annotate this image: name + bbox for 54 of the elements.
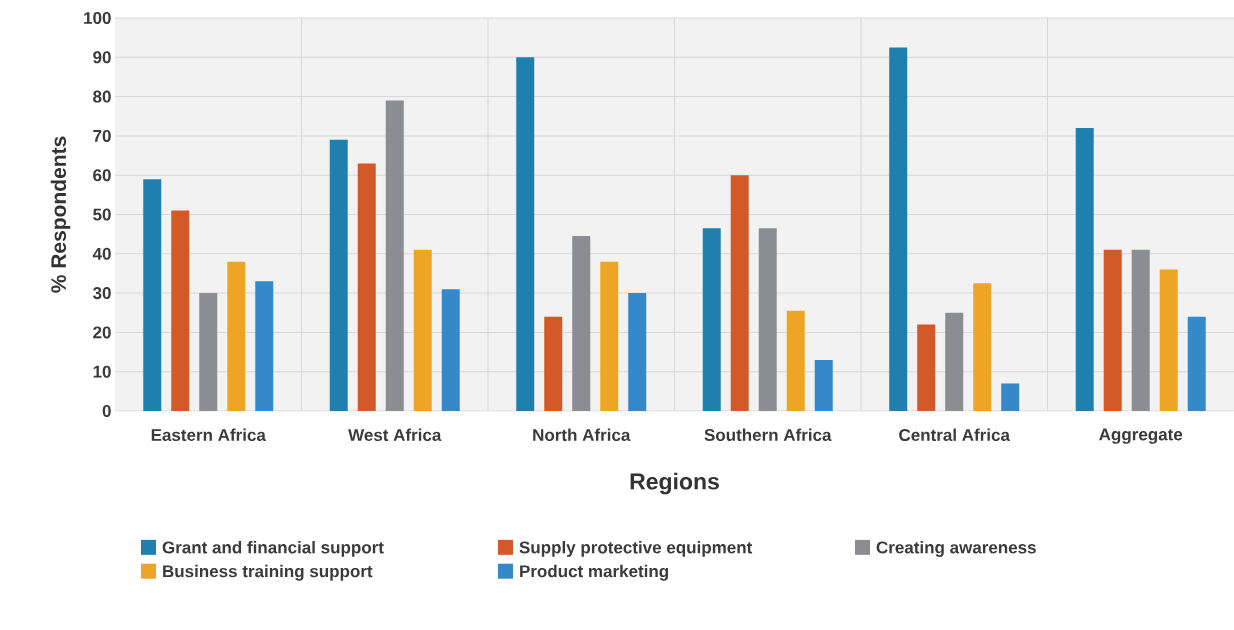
bar — [1159, 269, 1178, 411]
y-tick-label: 30 — [92, 287, 111, 300]
bar — [973, 283, 992, 411]
bar — [413, 249, 432, 411]
bar — [385, 100, 404, 411]
y-tick-label: 40 — [92, 247, 111, 260]
bar — [600, 261, 619, 411]
y-tick-label: 20 — [93, 326, 111, 339]
bar — [1103, 249, 1122, 411]
x-tick-label: Central Africa — [899, 428, 1011, 442]
bar — [1001, 383, 1020, 411]
bar — [889, 47, 908, 411]
bar — [1131, 249, 1150, 411]
y-tick-label: 0 — [102, 404, 111, 418]
bar — [917, 324, 936, 411]
y-tick-label: 80 — [93, 90, 111, 103]
y-tick-label: 50 — [93, 208, 111, 221]
bar — [329, 139, 348, 411]
bar — [1187, 316, 1206, 411]
legend-label: Supply protective equipment — [519, 540, 753, 557]
y-tick-label: 10 — [93, 365, 111, 378]
bar — [758, 228, 777, 411]
bar — [1075, 128, 1094, 411]
bar — [255, 281, 274, 411]
legend-label: Business training support — [163, 564, 373, 581]
bar — [227, 261, 246, 411]
bar — [730, 175, 749, 411]
x-tick-label: Southern Africa — [704, 428, 832, 442]
bar — [544, 316, 563, 411]
x-axis-title: Regions — [630, 472, 719, 495]
x-tick-label: North Africa — [533, 428, 631, 442]
legend-label: Grant and financial support — [162, 540, 384, 557]
y-tick-label: 60 — [93, 169, 111, 182]
y-tick-label: 100 — [84, 11, 111, 25]
x-tick-label: West Africa — [348, 428, 442, 442]
bar — [441, 289, 460, 411]
y-tick-label: 70 — [93, 129, 111, 142]
y-tick-label: 90 — [93, 51, 111, 64]
x-tick-label: Eastern Africa — [151, 428, 266, 442]
bar — [143, 179, 162, 411]
legend-label: Creating awareness — [876, 540, 1036, 557]
bar — [786, 310, 805, 411]
bar — [945, 312, 964, 411]
bar — [171, 210, 190, 411]
bar — [199, 293, 218, 411]
bar — [628, 293, 647, 411]
bar — [572, 236, 591, 411]
bar — [357, 163, 376, 411]
x-tick-label: Aggregate — [1099, 428, 1183, 444]
bar — [814, 359, 833, 411]
y-axis-title: % Respondents — [50, 136, 71, 293]
bar — [702, 228, 721, 411]
legend-label: Product marketing — [520, 564, 669, 581]
bar — [516, 57, 535, 411]
